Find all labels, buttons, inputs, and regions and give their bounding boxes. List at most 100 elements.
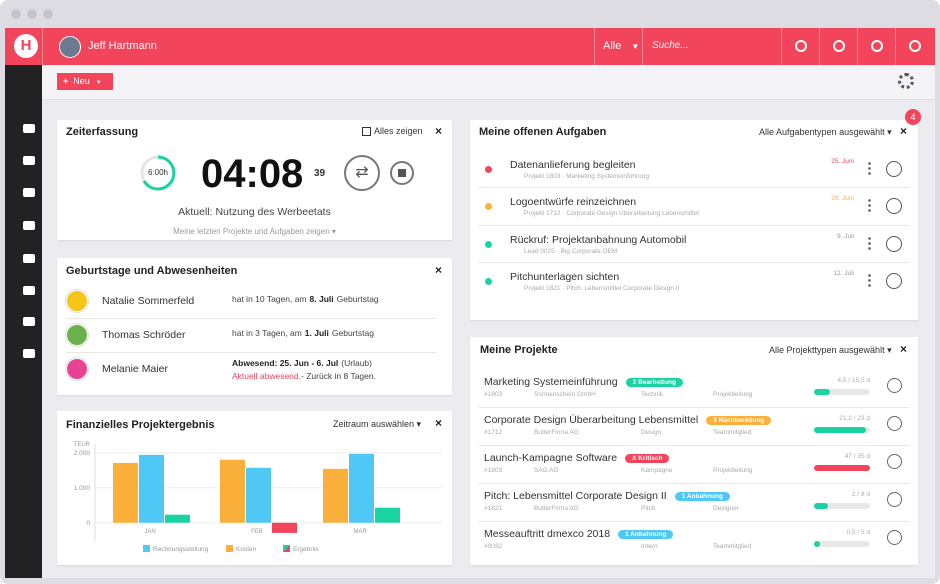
task-complete-toggle[interactable] [886, 161, 902, 177]
task-menu[interactable] [868, 198, 871, 213]
project-company: SAG AG [534, 467, 559, 474]
project-filter[interactable]: Alle Projekttypen ausgewählt ▾ [769, 345, 892, 355]
status-highlight: 1. Juli [304, 328, 329, 338]
task-menu[interactable] [868, 272, 871, 287]
user-name[interactable]: Jeff Hartmann [88, 40, 157, 52]
project-time-button[interactable] [887, 492, 902, 507]
nav-icon[interactable] [23, 221, 35, 230]
legend-label: Ergebnis [293, 546, 319, 553]
close-button[interactable]: × [900, 342, 908, 356]
project-time-button[interactable] [887, 378, 902, 393]
project-hours: 47 / 35 d [844, 453, 870, 460]
logo[interactable]: H [14, 34, 38, 58]
nav-icon[interactable] [23, 188, 35, 197]
project-title[interactable]: Messeauftritt dmexco 2018 [484, 528, 611, 540]
project-number: #1821 [484, 505, 503, 512]
absence-note: Aktuell abwesend.- Zurück in 8 Tagen. [232, 371, 376, 381]
nav-icon[interactable] [23, 286, 35, 295]
nav-icon[interactable] [23, 317, 35, 326]
task-menu[interactable] [868, 161, 871, 175]
toolbar [42, 65, 935, 100]
nav-icon[interactable] [23, 124, 35, 133]
show-all-label[interactable]: Alles zeigen [374, 126, 423, 136]
task-meta: Projekt 1712 · Corporate Design Überarbe… [524, 210, 699, 218]
nav-icon[interactable] [23, 349, 35, 358]
task-status-dot [485, 240, 492, 248]
tasks-panel: Meine offenen Aufgaben Alle Aufgabentype… [470, 120, 918, 320]
project-time-button[interactable] [887, 416, 902, 431]
timer: 04:08 [201, 152, 304, 196]
finance-chart: TEUR 0 1.000 2.000 JAN FEB MAR Rechnungsstellun… [74, 442, 442, 553]
project-time-button[interactable] [887, 530, 902, 545]
sidebar [5, 65, 42, 578]
nav-icon[interactable] [23, 156, 35, 165]
project-status: 1 Anbahnung [618, 529, 674, 539]
ring-progress [142, 155, 176, 191]
switch-button[interactable]: ⇄ [344, 155, 380, 191]
row-separator [479, 407, 909, 408]
legend-swatch-negative [283, 545, 290, 552]
separator [42, 28, 43, 65]
filter-select[interactable]: Alle ▼ [603, 40, 640, 52]
separator [819, 28, 820, 65]
project-number: #0032 [484, 543, 503, 550]
project-company: ButterFirma AG [534, 429, 579, 436]
person-name: Melanie Maier [102, 363, 168, 375]
project-title[interactable]: Launch-Kampagne Software [484, 452, 618, 464]
row-separator [479, 187, 909, 189]
project-status: 3 Nachbereitung [706, 415, 772, 425]
bar [323, 468, 348, 523]
person-avatar [66, 358, 88, 380]
timer-seconds: 39 [314, 168, 326, 179]
task-status-dot [485, 277, 492, 285]
settings-icon[interactable] [898, 73, 914, 89]
user-avatar[interactable] [59, 36, 81, 58]
theme-icon[interactable] [833, 40, 845, 52]
task-title[interactable]: Logoentwürfe reinzeichnen [510, 196, 637, 209]
project-title[interactable]: Pitch: Lebensmittel Corporate Design II [484, 490, 667, 502]
recent-link[interactable]: Meine letzten Projekte und Aufgaben zeig… [173, 227, 336, 236]
info-icon[interactable] [871, 40, 883, 52]
power-icon[interactable] [909, 40, 921, 52]
search-input[interactable]: Suche... [652, 40, 689, 51]
period-select[interactable]: Zeitraum auswählen ▾ [333, 419, 422, 429]
close-button[interactable]: × [435, 263, 443, 277]
new-button[interactable]: + Neu ▼ [57, 73, 113, 90]
close-button[interactable]: × [900, 124, 908, 138]
task-title[interactable]: Rückruf: Projektanbahnung Automobil [510, 233, 687, 246]
row-separator [479, 261, 909, 263]
separator [781, 28, 782, 65]
target-label: 6:00h [147, 168, 169, 177]
project-title[interactable]: Corporate Design Überarbeitung Lebensmit… [484, 414, 699, 426]
task-complete-toggle[interactable] [886, 272, 902, 289]
bar [349, 453, 374, 523]
bar [165, 514, 190, 523]
project-role: Teammitglied [713, 543, 752, 550]
task-status-dot [485, 166, 492, 173]
panel-title: Zeiterfassung [66, 126, 139, 138]
task-title[interactable]: Datenanlieferung begleiten [510, 159, 636, 171]
task-complete-toggle[interactable] [886, 235, 902, 252]
target-ring [140, 155, 176, 191]
x-tick-label: MAR [353, 529, 367, 535]
y-tick-label: 0 [86, 520, 90, 527]
row-separator [479, 224, 909, 226]
checkbox[interactable] [362, 127, 371, 136]
project-heading: Pitch: Lebensmittel Corporate Design II 1… [484, 490, 730, 502]
project-time-button[interactable] [887, 454, 902, 469]
task-title[interactable]: Pitchunterlagen sichten [510, 270, 620, 283]
project-number: #1712 [484, 429, 503, 436]
close-button[interactable]: × [435, 124, 443, 138]
task-complete-toggle[interactable] [886, 198, 902, 215]
panel-title: Finanzielles Projektergebnis [66, 419, 215, 431]
nav-icon[interactable] [23, 254, 35, 263]
project-title[interactable]: Marketing Systemeinführung [484, 376, 618, 388]
stop-button[interactable] [390, 161, 414, 185]
task-menu[interactable] [868, 235, 871, 250]
row-separator [479, 521, 909, 522]
close-button[interactable]: × [435, 416, 443, 430]
task-filter[interactable]: Alle Aufgabentypen ausgewählt ▾ [759, 127, 892, 137]
task-due-date: 9. Juli [837, 232, 854, 240]
search-icon[interactable] [795, 40, 807, 52]
project-category: Design [641, 429, 662, 436]
